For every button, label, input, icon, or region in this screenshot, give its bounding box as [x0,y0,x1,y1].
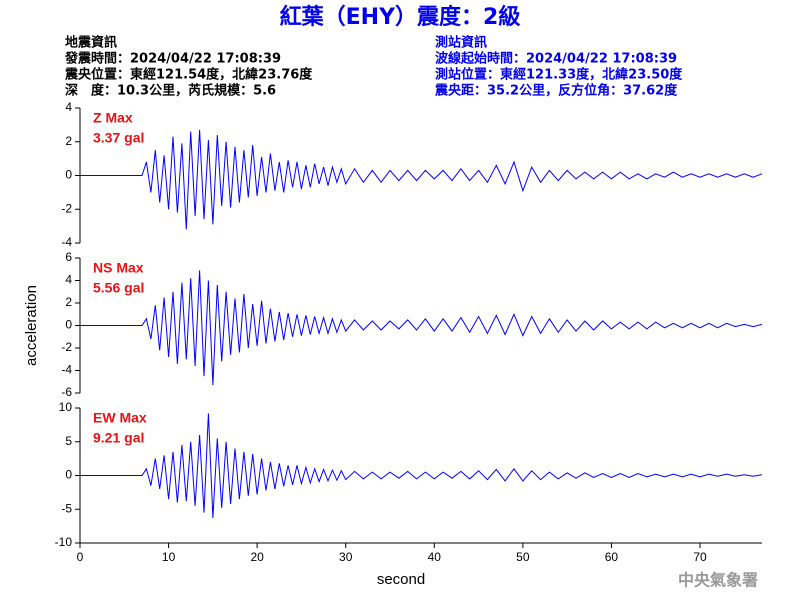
info-right: 波線起始時間：2024/04/22 17:08:39 [435,51,677,67]
waveform [80,129,763,230]
y-tick-label: -2 [61,201,72,215]
chart-title: 紅葉（EHY）震度：2級 [280,4,521,30]
y-tick-label: -5 [61,501,72,515]
x-tick-label: 30 [339,550,353,564]
y-tick-label: 0 [65,468,72,482]
x-tick-label: 70 [693,550,707,564]
credit: 中央氣象署 [678,571,758,590]
y-tick-label: 2 [65,134,72,148]
info-right: 震央距：35.2公里，反方位角：37.62度 [434,83,678,99]
y-tick-label: 4 [65,273,72,287]
info-right: 測站資訊 [435,35,487,51]
y-tick-label: 4 [65,100,72,114]
annotation: 9.21 gal [93,430,144,446]
annotation: 5.56 gal [93,280,144,296]
waveform [80,413,763,519]
y-tick-label: -4 [61,235,72,249]
info-left: 深 度：10.3公里，芮氏規模：5.6 [65,83,276,99]
y-tick-label: -4 [61,363,72,377]
x-tick-label: 20 [250,550,264,564]
annotation: 3.37 gal [93,130,144,146]
annotation: NS Max [93,260,144,276]
x-tick-label: 10 [162,550,176,564]
y-tick-label: 0 [65,168,72,182]
info-left: 地震資訊 [65,35,117,51]
y-tick-label: -2 [61,340,72,354]
x-tick-label: 40 [428,550,442,564]
info-left: 震央位置：東經121.54度，北緯23.76度 [64,67,313,83]
waveform [80,270,763,386]
annotation: Z Max [93,110,133,126]
y-tick-label: 0 [65,318,72,332]
y-tick-label: 5 [65,434,72,448]
info-right: 測站位置：東經121.33度，北緯23.50度 [435,67,683,83]
x-tick-label: 0 [77,550,84,564]
x-tick-label: 50 [516,550,530,564]
y-tick-label: -10 [55,535,73,549]
y-tick-label: -6 [61,385,72,399]
x-tick-label: 60 [605,550,619,564]
annotation: EW Max [93,410,147,426]
y-tick-label: 6 [65,250,72,264]
y-tick-label: 10 [59,400,73,414]
info-left: 發震時間：2024/04/22 17:08:39 [64,51,281,67]
x-axis-label: second [377,571,425,588]
y-tick-label: 2 [65,295,72,309]
y-axis-label: acceleration [23,285,40,366]
